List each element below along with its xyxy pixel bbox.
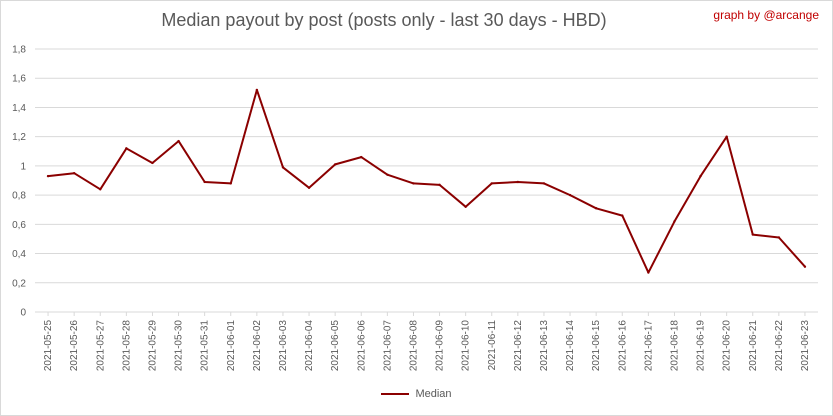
x-tick-label: 2021-06-17 — [643, 320, 654, 372]
data-point — [542, 182, 546, 185]
data-point — [177, 139, 180, 143]
x-tick-label: 2021-06-03 — [278, 320, 289, 372]
data-point — [386, 173, 389, 176]
data-point — [203, 180, 206, 184]
data-point — [647, 271, 650, 274]
y-tick-label: 1,2 — [12, 132, 26, 143]
x-tick-label: 2021-06-04 — [304, 320, 315, 372]
data-point — [151, 161, 154, 165]
x-tick-label: 2021-06-19 — [696, 320, 707, 372]
data-point — [99, 188, 102, 191]
x-tick-label: 2021-06-08 — [408, 320, 419, 372]
y-tick-label: 0,6 — [12, 220, 26, 231]
data-point — [490, 182, 493, 185]
data-point — [72, 171, 76, 175]
x-tick-label: 2021-06-07 — [382, 320, 393, 372]
data-point — [621, 214, 624, 217]
data-point — [568, 193, 572, 197]
x-tick-label: 2021-06-05 — [330, 320, 341, 372]
y-tick-label: 0,8 — [12, 191, 26, 202]
data-point — [464, 205, 467, 208]
chart-title: Median payout by post (posts only - last… — [161, 10, 607, 30]
x-tick-label: 2021-05-25 — [43, 320, 54, 372]
data-point — [46, 174, 50, 178]
x-tick-label: 2021-06-14 — [565, 320, 576, 372]
data-point — [412, 182, 415, 185]
legend-swatch — [381, 393, 410, 395]
x-tick-label: 2021-05-28 — [121, 320, 132, 372]
chart-credit: graph by @arcange — [713, 8, 819, 22]
data-point — [803, 265, 807, 268]
y-tick-label: 0 — [20, 308, 26, 319]
y-tick-label: 1,6 — [12, 74, 26, 85]
x-tick-label: 2021-06-09 — [435, 320, 446, 372]
x-tick-label: 2021-06-12 — [513, 320, 524, 372]
x-tick-label: 2021-06-02 — [252, 320, 263, 372]
data-point — [281, 166, 285, 169]
data-point — [438, 183, 441, 187]
x-tick-label: 2021-06-22 — [774, 320, 785, 372]
x-tick-label: 2021-06-18 — [669, 320, 680, 372]
x-tick-label: 2021-05-31 — [200, 320, 211, 372]
x-tick-label: 2021-06-10 — [461, 320, 472, 372]
x-tick-label: 2021-06-06 — [356, 320, 367, 372]
x-tick-label: 2021-05-27 — [95, 320, 106, 372]
data-point — [594, 207, 598, 210]
data-point — [725, 135, 728, 138]
data-point — [229, 182, 232, 185]
x-tick-label: 2021-06-21 — [748, 320, 759, 372]
y-tick-label: 0,4 — [12, 249, 26, 260]
data-point — [751, 233, 754, 236]
data-point — [777, 236, 781, 239]
x-tick-label: 2021-06-15 — [591, 320, 602, 372]
y-tick-label: 0,2 — [12, 278, 26, 289]
legend-label: Median — [415, 388, 452, 400]
legend: Median — [0, 388, 833, 400]
data-point — [673, 220, 676, 223]
y-tick-label: 1,8 — [12, 45, 26, 56]
x-tick-label: 2021-05-26 — [69, 320, 80, 372]
data-point — [125, 147, 128, 150]
y-tick-label: 1 — [20, 161, 26, 172]
data-point — [255, 88, 259, 92]
x-tick-label: 2021-06-23 — [800, 320, 811, 372]
x-tick-label: 2021-05-29 — [147, 320, 158, 372]
x-tick-label: 2021-06-01 — [226, 320, 237, 372]
data-point — [333, 163, 337, 166]
x-tick-label: 2021-06-13 — [539, 320, 550, 372]
data-point — [360, 155, 363, 159]
x-tick-label: 2021-06-16 — [617, 320, 628, 372]
data-point — [699, 174, 702, 178]
x-tick-label: 2021-05-30 — [174, 320, 185, 372]
x-tick-label: 2021-06-20 — [722, 320, 733, 372]
y-tick-label: 1,4 — [12, 103, 26, 114]
series-line — [47, 88, 806, 274]
data-point — [307, 186, 311, 190]
data-point — [516, 180, 520, 184]
x-tick-label: 2021-06-11 — [487, 320, 498, 371]
